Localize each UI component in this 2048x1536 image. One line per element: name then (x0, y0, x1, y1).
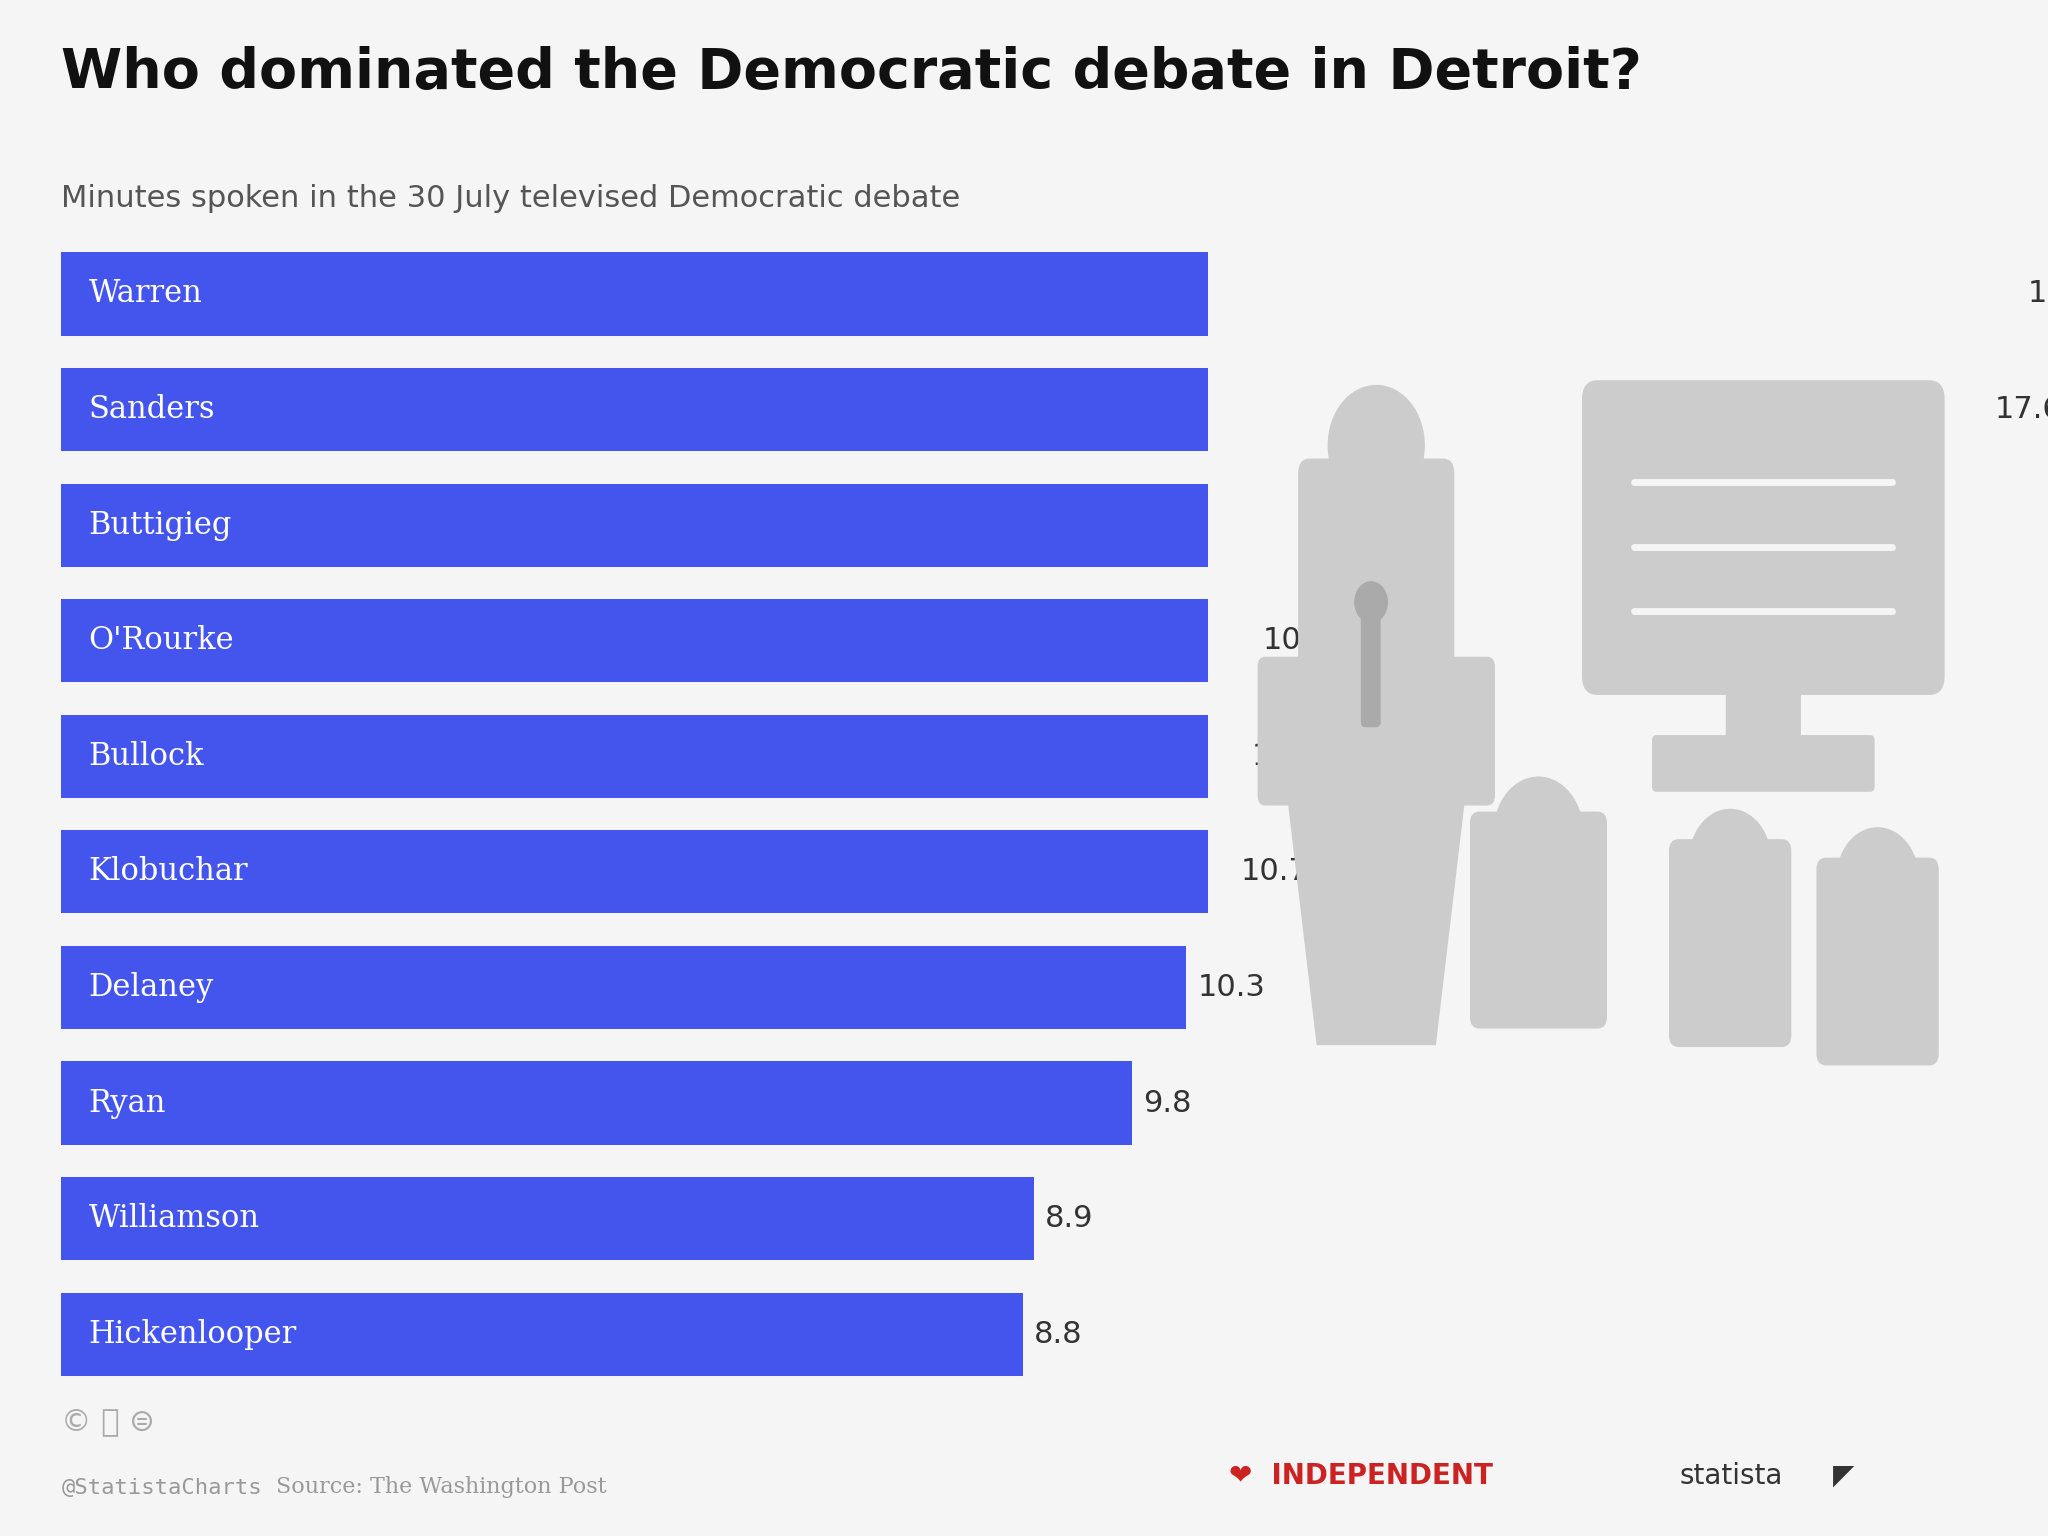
Bar (61, 484, 1634, 567)
FancyBboxPatch shape (1298, 459, 1454, 690)
Text: Sanders: Sanders (88, 395, 215, 425)
Text: Delaney: Delaney (88, 972, 213, 1003)
Text: 17.6: 17.6 (1995, 395, 2048, 424)
Text: Williamson: Williamson (88, 1203, 260, 1233)
FancyBboxPatch shape (1726, 662, 1800, 754)
Text: ◤: ◤ (1833, 1462, 1853, 1490)
Bar (61, 714, 1241, 797)
Text: statista: statista (1679, 1462, 1782, 1490)
Text: Source: The Washington Post: Source: The Washington Post (276, 1476, 606, 1498)
Text: 10.3: 10.3 (1198, 972, 1266, 1001)
Text: 17.9: 17.9 (2028, 280, 2048, 309)
FancyBboxPatch shape (1817, 859, 1937, 1064)
Bar (61, 1061, 1133, 1144)
Text: Warren: Warren (88, 278, 203, 309)
FancyBboxPatch shape (1669, 840, 1790, 1046)
Circle shape (1690, 809, 1772, 911)
Bar (61, 831, 1231, 914)
Circle shape (1356, 582, 1386, 622)
Text: © ⓘ ⊜: © ⓘ ⊜ (61, 1407, 156, 1436)
FancyBboxPatch shape (1653, 736, 1874, 791)
Text: 10.9: 10.9 (1264, 627, 1331, 656)
Bar (61, 946, 1186, 1029)
Text: Minutes spoken in the 30 July televised Democratic debate: Minutes spoken in the 30 July televised … (61, 184, 961, 214)
Text: Hickenlooper: Hickenlooper (88, 1319, 297, 1350)
Circle shape (1329, 386, 1423, 505)
Circle shape (1495, 777, 1583, 888)
Text: 10.8: 10.8 (1251, 742, 1319, 771)
FancyBboxPatch shape (1362, 607, 1380, 727)
Text: Klobuchar: Klobuchar (88, 857, 248, 888)
Text: 9.8: 9.8 (1143, 1089, 1192, 1118)
Bar (61, 252, 2017, 335)
Bar (61, 1293, 1022, 1376)
Text: ❤  INDEPENDENT: ❤ INDEPENDENT (1229, 1462, 1493, 1490)
FancyBboxPatch shape (1257, 657, 1495, 805)
Polygon shape (1288, 796, 1464, 1044)
FancyBboxPatch shape (1470, 813, 1606, 1028)
Bar (61, 599, 1251, 682)
FancyBboxPatch shape (1583, 381, 1944, 694)
Bar (61, 1177, 1034, 1260)
Text: 8.8: 8.8 (1034, 1319, 1081, 1349)
Text: @StatistaCharts: @StatistaCharts (61, 1478, 262, 1498)
Text: Bullock: Bullock (88, 740, 205, 771)
Text: 8.9: 8.9 (1044, 1204, 1094, 1233)
Text: Ryan: Ryan (88, 1087, 166, 1118)
Bar (61, 369, 1985, 452)
Text: O'Rourke: O'Rourke (88, 625, 233, 656)
Text: Who dominated the Democratic debate in Detroit?: Who dominated the Democratic debate in D… (61, 46, 1642, 100)
Text: Buttigieg: Buttigieg (88, 510, 231, 541)
Text: 14.4: 14.4 (1645, 510, 1712, 539)
Circle shape (1837, 828, 1919, 929)
Text: 10.7: 10.7 (1241, 857, 1309, 886)
